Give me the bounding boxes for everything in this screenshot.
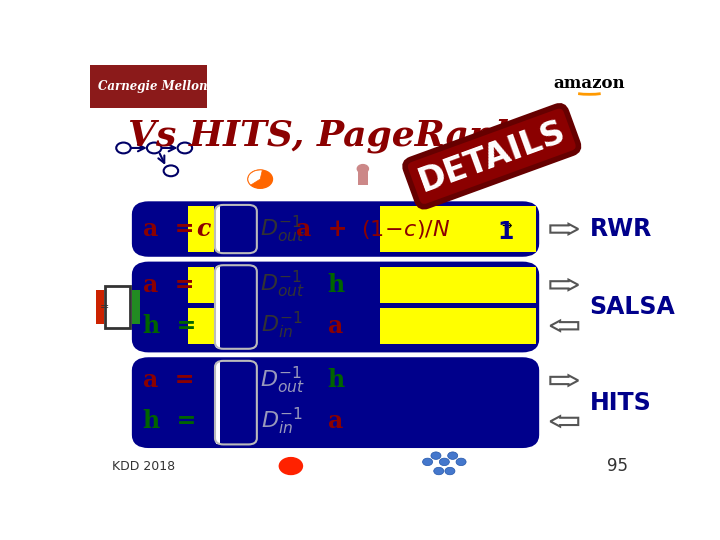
Bar [188,206,215,252]
Polygon shape [550,416,578,427]
Text: $D_{out}^{-1}$: $D_{out}^{-1}$ [260,213,305,245]
Bar [96,291,104,323]
Circle shape [448,452,458,460]
Circle shape [456,458,466,465]
Polygon shape [550,280,578,290]
Text: DETAILS: DETAILS [413,114,570,198]
Circle shape [248,170,272,188]
Text: $\mathit{A}$: $\mathit{A}$ [228,314,245,338]
Text: $D_{out}^{-1}$: $D_{out}^{-1}$ [260,365,305,396]
Circle shape [163,165,178,176]
Text: h: h [327,273,344,297]
Text: $\rightarrow$: $\rightarrow$ [498,218,513,231]
Text: amazon: amazon [554,75,625,92]
Bar [132,291,140,323]
Text: $\mathit{A}^T$: $\mathit{A}^T$ [220,271,252,299]
Text: 1: 1 [498,220,514,245]
Circle shape [279,457,303,475]
Text: $D_{in}^{-1}$: $D_{in}^{-1}$ [261,310,304,341]
Bar [188,308,215,343]
Text: Carnegie Mellon: Carnegie Mellon [99,80,208,93]
Text: 95: 95 [608,457,629,475]
Bar [188,267,215,303]
Text: Vs HITS, PageRank: Vs HITS, PageRank [128,118,521,153]
Circle shape [147,143,161,153]
FancyBboxPatch shape [135,360,536,445]
Circle shape [431,452,441,460]
Text: HITS: HITS [590,390,651,415]
Bar [380,206,536,252]
Text: $\mathit{A}$: $\mathit{A}$ [228,409,245,434]
Bar [215,206,220,252]
Bar [358,171,368,185]
Circle shape [357,165,369,173]
Polygon shape [550,375,578,386]
Text: c: c [197,217,211,241]
Bar [380,267,536,303]
Wedge shape [248,170,262,185]
FancyBboxPatch shape [135,265,536,349]
Text: a  =: a = [143,273,194,297]
Circle shape [433,467,444,475]
Text: $D_{out}^{-1}$: $D_{out}^{-1}$ [260,269,305,300]
Text: =: = [100,302,109,312]
Text: a  =: a = [143,217,211,241]
Circle shape [439,458,449,465]
Circle shape [445,467,455,475]
Text: $\mathit{A}^T$: $\mathit{A}^T$ [220,367,252,394]
Text: $\mathit{A}^T$: $\mathit{A}^T$ [220,215,252,242]
Polygon shape [550,321,578,331]
FancyBboxPatch shape [105,286,130,328]
Bar [215,266,220,348]
Text: RWR: RWR [590,217,652,241]
Text: KDD 2018: KDD 2018 [112,460,176,472]
Bar [380,308,536,343]
Circle shape [116,143,131,153]
Text: $(1\!-\!c)/N$: $(1\!-\!c)/N$ [361,218,450,240]
FancyBboxPatch shape [135,204,536,254]
Polygon shape [550,224,578,234]
Text: a: a [328,409,343,434]
Circle shape [178,143,192,153]
Text: a: a [328,314,343,338]
Text: $D_{in}^{-1}$: $D_{in}^{-1}$ [261,406,304,437]
Bar [90,65,207,109]
Text: a  +: a + [296,217,347,241]
Text: h  =: h = [143,314,197,338]
Text: h: h [327,368,344,393]
Circle shape [423,458,433,465]
Text: a  =: a = [143,368,194,393]
Text: SALSA: SALSA [590,295,675,319]
Text: h  =: h = [143,409,197,434]
Bar [215,362,220,443]
